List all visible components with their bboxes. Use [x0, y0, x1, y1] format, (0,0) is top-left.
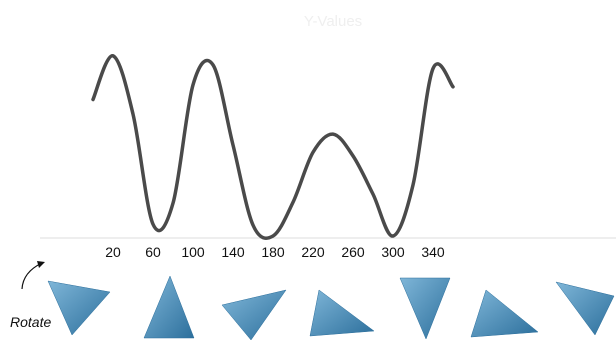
series-line-group	[91, 54, 455, 240]
triangle-icon-3[interactable]	[221, 289, 287, 341]
x-tick-label: 220	[301, 244, 325, 260]
triangle-icon-1[interactable]	[47, 280, 111, 336]
rotate-control[interactable]: Rotate	[10, 261, 51, 330]
triangle-icon-4[interactable]	[309, 289, 375, 337]
x-tick-label: 340	[421, 244, 445, 260]
x-tick-labels: 20 60 100 140 180 220 260 300 340	[105, 244, 445, 260]
x-tick-label: 20	[105, 244, 121, 260]
arrow-head-icon	[37, 261, 45, 268]
triangle-icon-7[interactable]	[555, 281, 615, 336]
x-tick-label: 100	[181, 244, 205, 260]
x-tick-label: 140	[221, 244, 245, 260]
chart-title: Y-Values	[304, 13, 362, 30]
x-tick-label: 300	[381, 244, 405, 260]
series-line	[91, 54, 455, 240]
triangle-icon-6[interactable]	[470, 289, 539, 338]
rotate-label[interactable]: Rotate	[10, 314, 51, 330]
x-tick-label: 60	[145, 244, 161, 260]
x-tick-label: 260	[341, 244, 365, 260]
triangle-row	[47, 275, 615, 341]
x-tick-label: 180	[261, 244, 285, 260]
triangle-icon-2[interactable]	[143, 275, 195, 339]
triangle-icon-5[interactable]	[399, 277, 451, 340]
